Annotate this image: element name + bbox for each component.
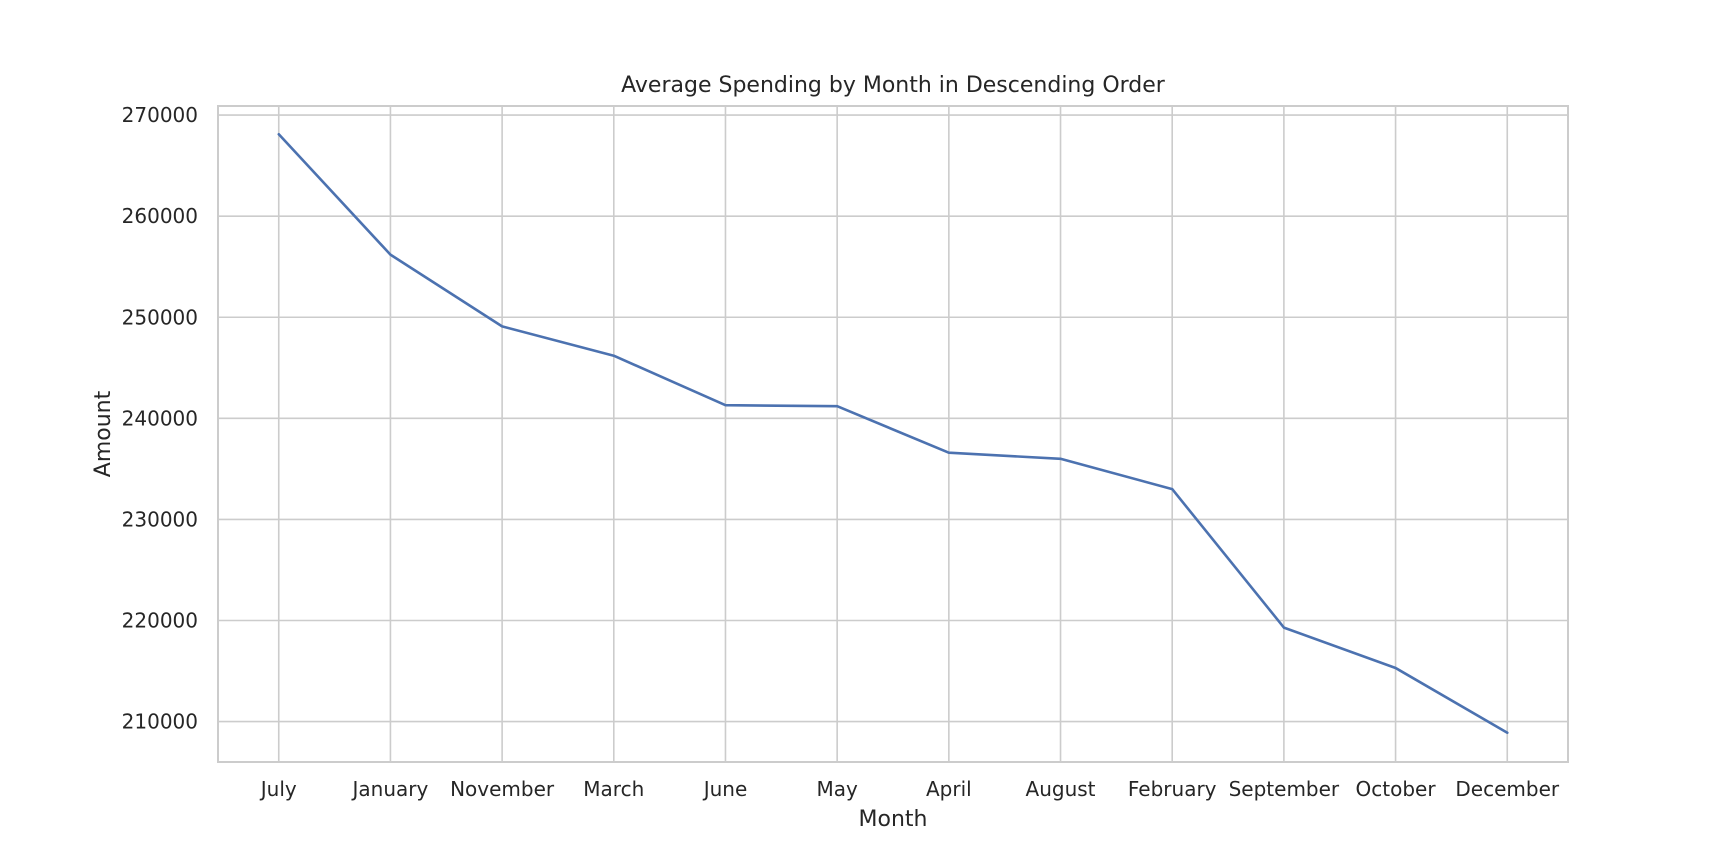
x-tick-label: February — [1128, 777, 1217, 801]
x-tick-label: September — [1229, 777, 1340, 801]
x-axis-label: Month — [859, 807, 928, 832]
x-tick-label: May — [816, 777, 858, 801]
y-tick-label: 270000 — [122, 103, 198, 127]
y-tick-label: 240000 — [122, 406, 198, 430]
x-tick-label: November — [450, 777, 555, 801]
x-tick-label: December — [1455, 777, 1559, 801]
grid-lines — [218, 106, 1568, 762]
series-line — [277, 133, 1509, 735]
x-tick-labels: July January November March June May April Augu… — [259, 777, 1560, 801]
x-tick-label: July — [259, 777, 297, 801]
x-tick-label: April — [926, 777, 972, 801]
y-tick-label: 220000 — [122, 608, 198, 632]
x-tick-label: March — [583, 777, 644, 801]
x-tick-label: June — [702, 777, 748, 801]
y-axis-label: Amount — [91, 390, 116, 477]
chart-title: Average Spending by Month in Descending … — [621, 73, 1166, 98]
y-tick-label: 250000 — [122, 305, 198, 329]
y-tick-labels: 210000 220000 230000 240000 250000 260000 2700… — [122, 103, 198, 733]
plot-frame — [217, 105, 1569, 763]
y-tick-label: 260000 — [122, 204, 198, 228]
y-tick-label: 210000 — [122, 710, 198, 734]
series-layer — [277, 133, 1509, 735]
x-tick-label: October — [1356, 777, 1437, 801]
x-tick-label: January — [351, 777, 429, 801]
x-tick-label: August — [1026, 777, 1096, 801]
y-tick-label: 230000 — [122, 507, 198, 531]
